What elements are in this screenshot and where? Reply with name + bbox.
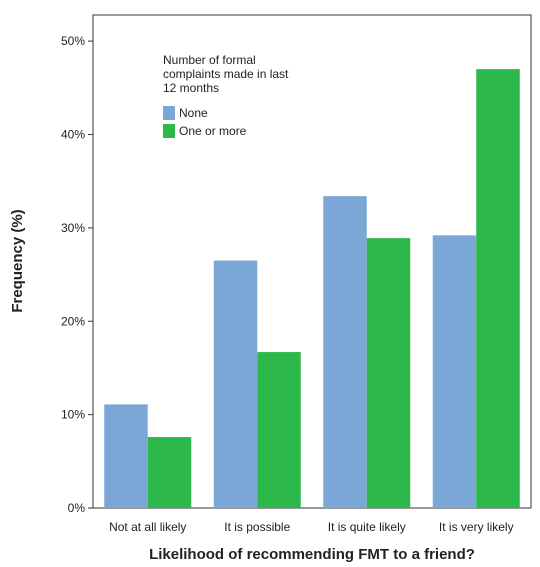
bar [213,260,258,508]
bar [323,196,367,509]
legend-label: One or more [179,124,247,138]
legend-swatch [163,106,175,120]
y-axis-title: Frequency (%) [9,209,26,312]
bar [366,238,411,508]
legend-label: None [179,106,208,120]
y-tick-label: 10% [61,408,85,422]
y-tick-label: 40% [61,128,85,142]
bar [147,437,192,508]
x-tick-label: It is very likely [439,520,514,534]
bar [432,235,477,508]
y-tick-label: 30% [61,221,85,235]
x-axis-title: Likelihood of recommending FMT to a frie… [149,546,475,563]
plot-frame [92,14,532,509]
legend-swatch [163,124,175,138]
y-tick-label: 20% [61,314,85,328]
x-tick-label: Not at all likely [109,520,186,534]
x-tick-label: It is possible [224,520,290,534]
y-tick-label: 50% [61,34,85,48]
bar [476,69,520,508]
bar [104,404,148,508]
x-tick-label: It is quite likely [328,520,406,534]
bar [257,352,301,508]
y-tick-label: 0% [68,501,86,515]
legend-title: Number of formal complaints made in last… [163,53,289,95]
